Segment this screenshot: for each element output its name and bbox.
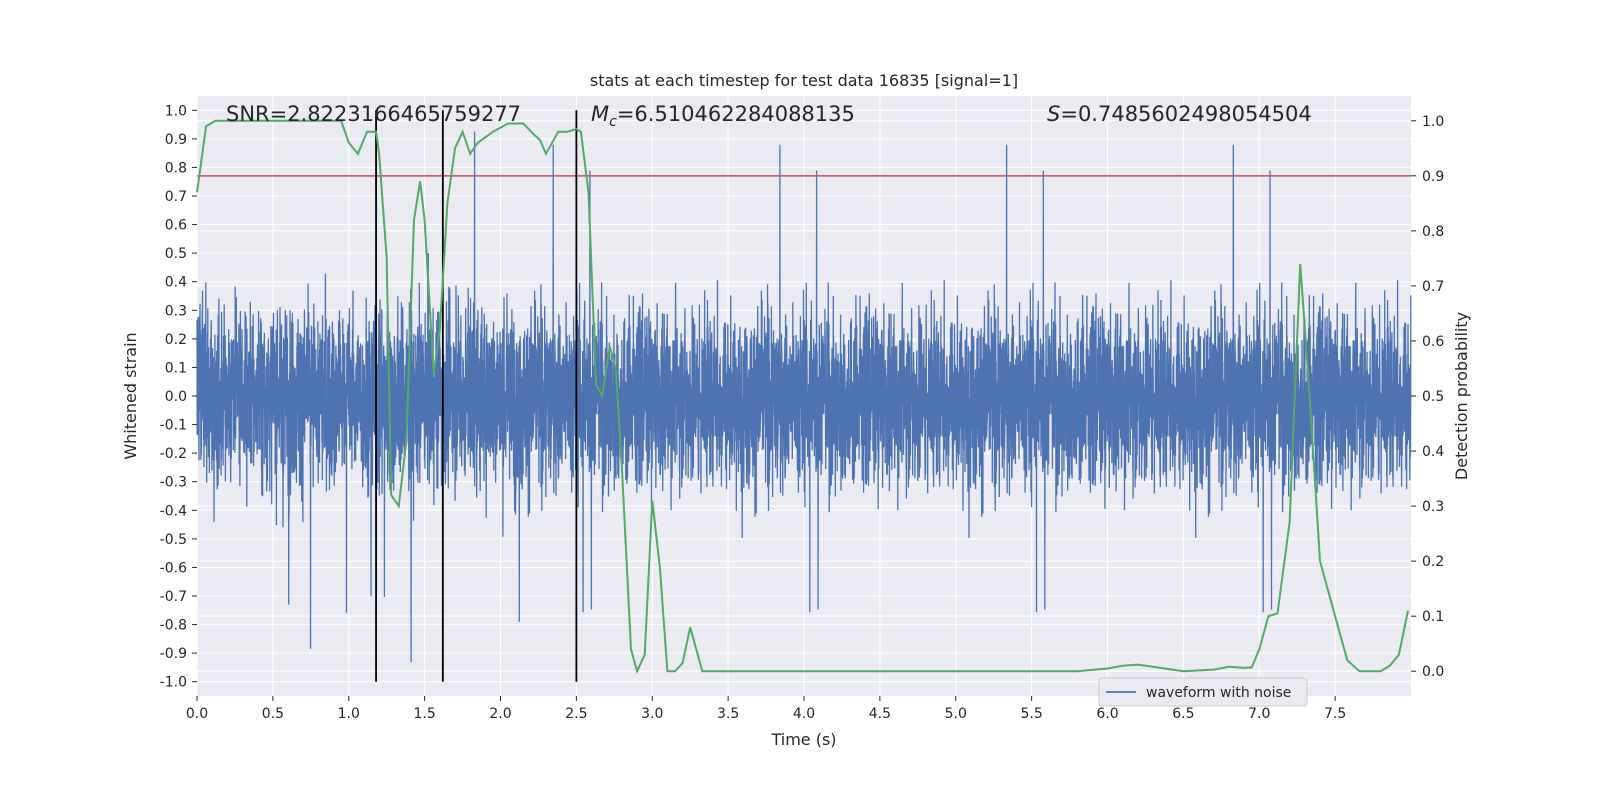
y2-tick-label: 0.4: [1422, 444, 1444, 460]
chirp-mass-value: =6.510462284088135: [617, 102, 855, 126]
x-tick-label: 5.5: [1020, 706, 1042, 722]
x-tick-label: 6.0: [1096, 706, 1118, 722]
y-tick-label: -0.9: [160, 646, 187, 662]
y2-tick-label: 0.9: [1422, 169, 1444, 185]
y-tick-label: 0.3: [165, 303, 187, 319]
y2-axis-label: Detection probability: [1452, 312, 1471, 480]
y2-tick-label: 0.0: [1422, 664, 1444, 680]
y-tick-label: 0.8: [165, 160, 187, 176]
detection-probability-series: [196, 119, 1409, 675]
x-tick-label: 4.5: [869, 706, 891, 722]
y-tick-label: -0.7: [160, 589, 187, 605]
y2-tick-label: 0.6: [1422, 334, 1444, 350]
y-tick-label: 0.0: [165, 389, 187, 405]
x-tick-label: 5.0: [945, 706, 967, 722]
s-annotation: S=0.7485602498054504: [1047, 102, 1312, 126]
y2-tick-label: 0.7: [1422, 279, 1444, 295]
x-tick-label: 7.0: [1248, 706, 1270, 722]
y-tick-label: 0.9: [165, 132, 187, 148]
y2-tick-label: 0.5: [1422, 389, 1444, 405]
y-tick-label: -0.4: [160, 503, 187, 519]
x-tick-label: 0.0: [186, 706, 208, 722]
x-tick-label: 1.0: [338, 706, 360, 722]
legend-box: [1098, 677, 1308, 707]
y-tick-label: -0.8: [160, 618, 187, 634]
y-tick-label: 0.1: [165, 360, 187, 376]
x-tick-label: 7.5: [1324, 706, 1346, 722]
y-tick-label: 0.2: [165, 332, 187, 348]
y-tick-label: 1.0: [165, 103, 187, 119]
chart-title: stats at each timestep for test data 168…: [590, 71, 1018, 90]
y2-tick-label: 0.3: [1422, 499, 1444, 515]
y-tick-label: -0.1: [160, 418, 187, 434]
y-tick-label: -0.5: [160, 532, 187, 548]
y-tick-label: 0.7: [165, 189, 187, 205]
y-tick-label: -0.2: [160, 446, 187, 462]
x-axis-label: Time (s): [770, 730, 836, 749]
y-axis-label: Whitened strain: [121, 332, 140, 459]
s-value: =0.7485602498054504: [1060, 102, 1311, 126]
y-tick-label: 0.5: [165, 246, 187, 262]
waveform-line: [196, 131, 1412, 663]
legend-label-waveform: waveform with noise: [1146, 685, 1291, 701]
y2-tick-label: 1.0: [1422, 114, 1444, 130]
probability-line: [196, 119, 1409, 675]
chirp-mass-symbol: M: [591, 102, 609, 126]
y-tick-labels: 1.0 0.9 0.8 0.7 0.6 0.5 0.4 0.3 0.2 0.1 0.0 -0.1 -0.…: [160, 103, 197, 691]
chirp-mass-annotation: Mc=6.510462284088135: [591, 102, 855, 130]
y-tick-label: 0.4: [165, 275, 187, 291]
x-tick-label: 3.0: [641, 706, 663, 722]
vertical-marker-lines: [375, 110, 578, 682]
x-tick-label: 1.5: [413, 706, 435, 722]
y-tick-label: -0.6: [160, 560, 187, 576]
x-tick-label: 4.0: [793, 706, 815, 722]
x-tick-label: 2.5: [565, 706, 587, 722]
x-tick-label: 3.5: [717, 706, 739, 722]
s-symbol: S: [1047, 102, 1060, 126]
legend: waveform with noise: [1098, 677, 1308, 707]
y-tick-label: 0.6: [165, 218, 187, 234]
snr-annotation: SNR=2.8223166465759277: [226, 102, 521, 126]
chirp-mass-subscript: c: [609, 114, 617, 130]
x-tick-label: 6.5: [1172, 706, 1194, 722]
x-tick-label: 2.0: [489, 706, 511, 722]
waveform-with-noise-series: [196, 131, 1412, 663]
x-tick-label: 0.5: [262, 706, 284, 722]
y2-tick-labels: 1.0 0.9 0.8 0.7 0.6 0.5 0.4 0.3 0.2 0.1 0.0: [1411, 114, 1444, 680]
y-tick-label: -1.0: [160, 675, 187, 691]
y-tick-label: -0.3: [160, 475, 187, 491]
y2-tick-label: 0.8: [1422, 224, 1444, 240]
y2-tick-label: 0.1: [1422, 609, 1444, 625]
x-tick-labels: 0.0 0.5 1.0 1.5 2.0 2.5 3.0 3.5 4.0 4.5 5.0 5.5 6.0 6…: [186, 696, 1346, 722]
y2-tick-label: 0.2: [1422, 554, 1444, 570]
